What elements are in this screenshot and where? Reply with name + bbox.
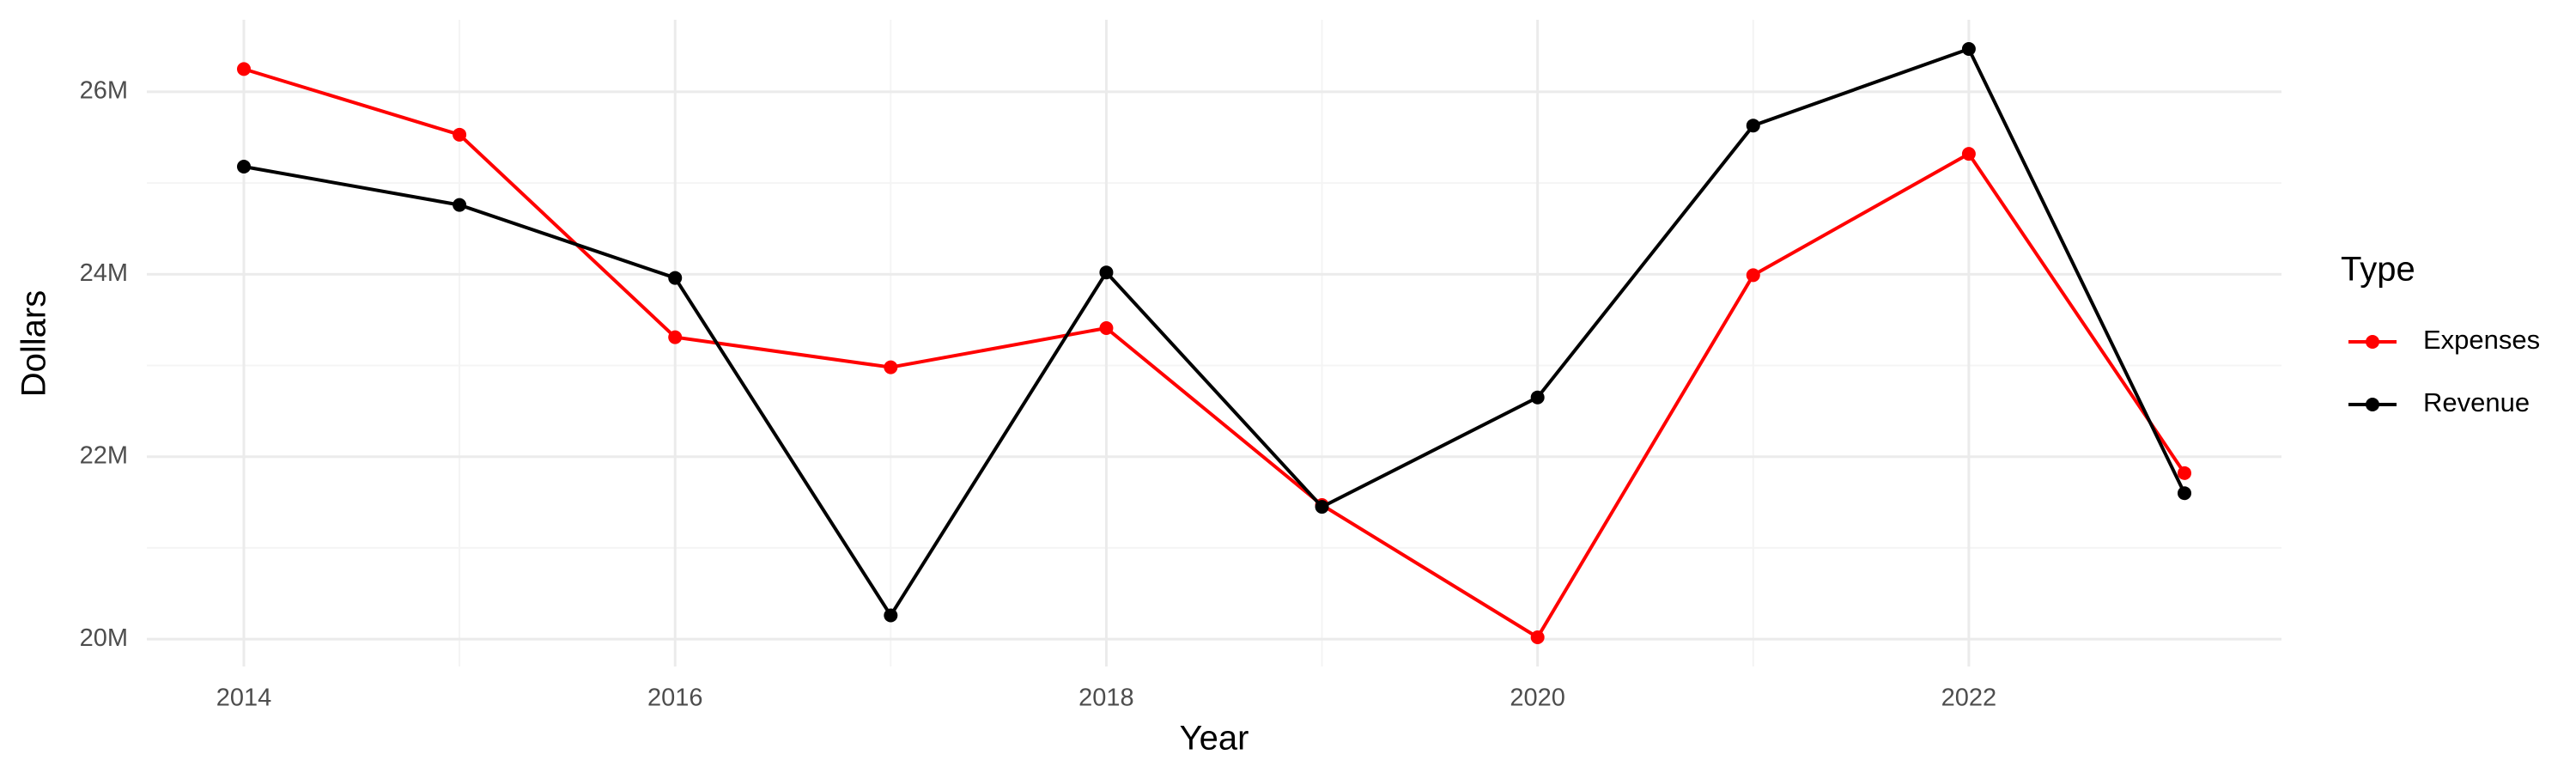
data-point (1530, 390, 1545, 405)
data-point (1530, 630, 1545, 645)
x-tick-label: 2018 (1078, 685, 1134, 712)
y-tick-label: 20M (80, 624, 128, 652)
legend-label: Revenue (2423, 387, 2530, 417)
legend-swatch-point (2366, 335, 2379, 349)
data-point (884, 360, 898, 374)
series-line (243, 46, 2186, 619)
data-point (668, 271, 683, 285)
data-point (237, 159, 251, 173)
data-point (1746, 119, 1760, 133)
grid (147, 20, 2281, 666)
data-point (2178, 486, 2191, 501)
legend-title: Type (2341, 251, 2415, 289)
data-point (453, 198, 467, 212)
x-tick-label: 2016 (647, 685, 703, 712)
data-point (884, 608, 898, 623)
data-point (2178, 466, 2191, 480)
data-point (668, 330, 683, 344)
legend-swatch-point (2366, 398, 2379, 411)
x-tick-label: 2022 (1941, 685, 1997, 712)
data-point (237, 62, 251, 76)
x-tick-label: 2014 (216, 685, 272, 712)
x-axis-title: Year (1180, 720, 1249, 758)
data-point (1099, 265, 1114, 280)
x-tick-label: 2020 (1510, 685, 1565, 712)
data-point (453, 127, 467, 142)
legend-label: Expenses (2423, 325, 2540, 355)
data-point (1961, 41, 1976, 56)
y-tick-label: 22M (80, 441, 128, 469)
y-axis-title: Dollars (15, 290, 53, 397)
data-point (1746, 268, 1760, 283)
y-tick-label: 26M (80, 77, 128, 105)
y-tick-label: 24M (80, 259, 128, 287)
data-point (1315, 500, 1329, 514)
series-line (243, 67, 2186, 640)
data-point (1961, 147, 1976, 161)
data-point (1099, 320, 1114, 335)
plot-marks (237, 41, 2191, 645)
